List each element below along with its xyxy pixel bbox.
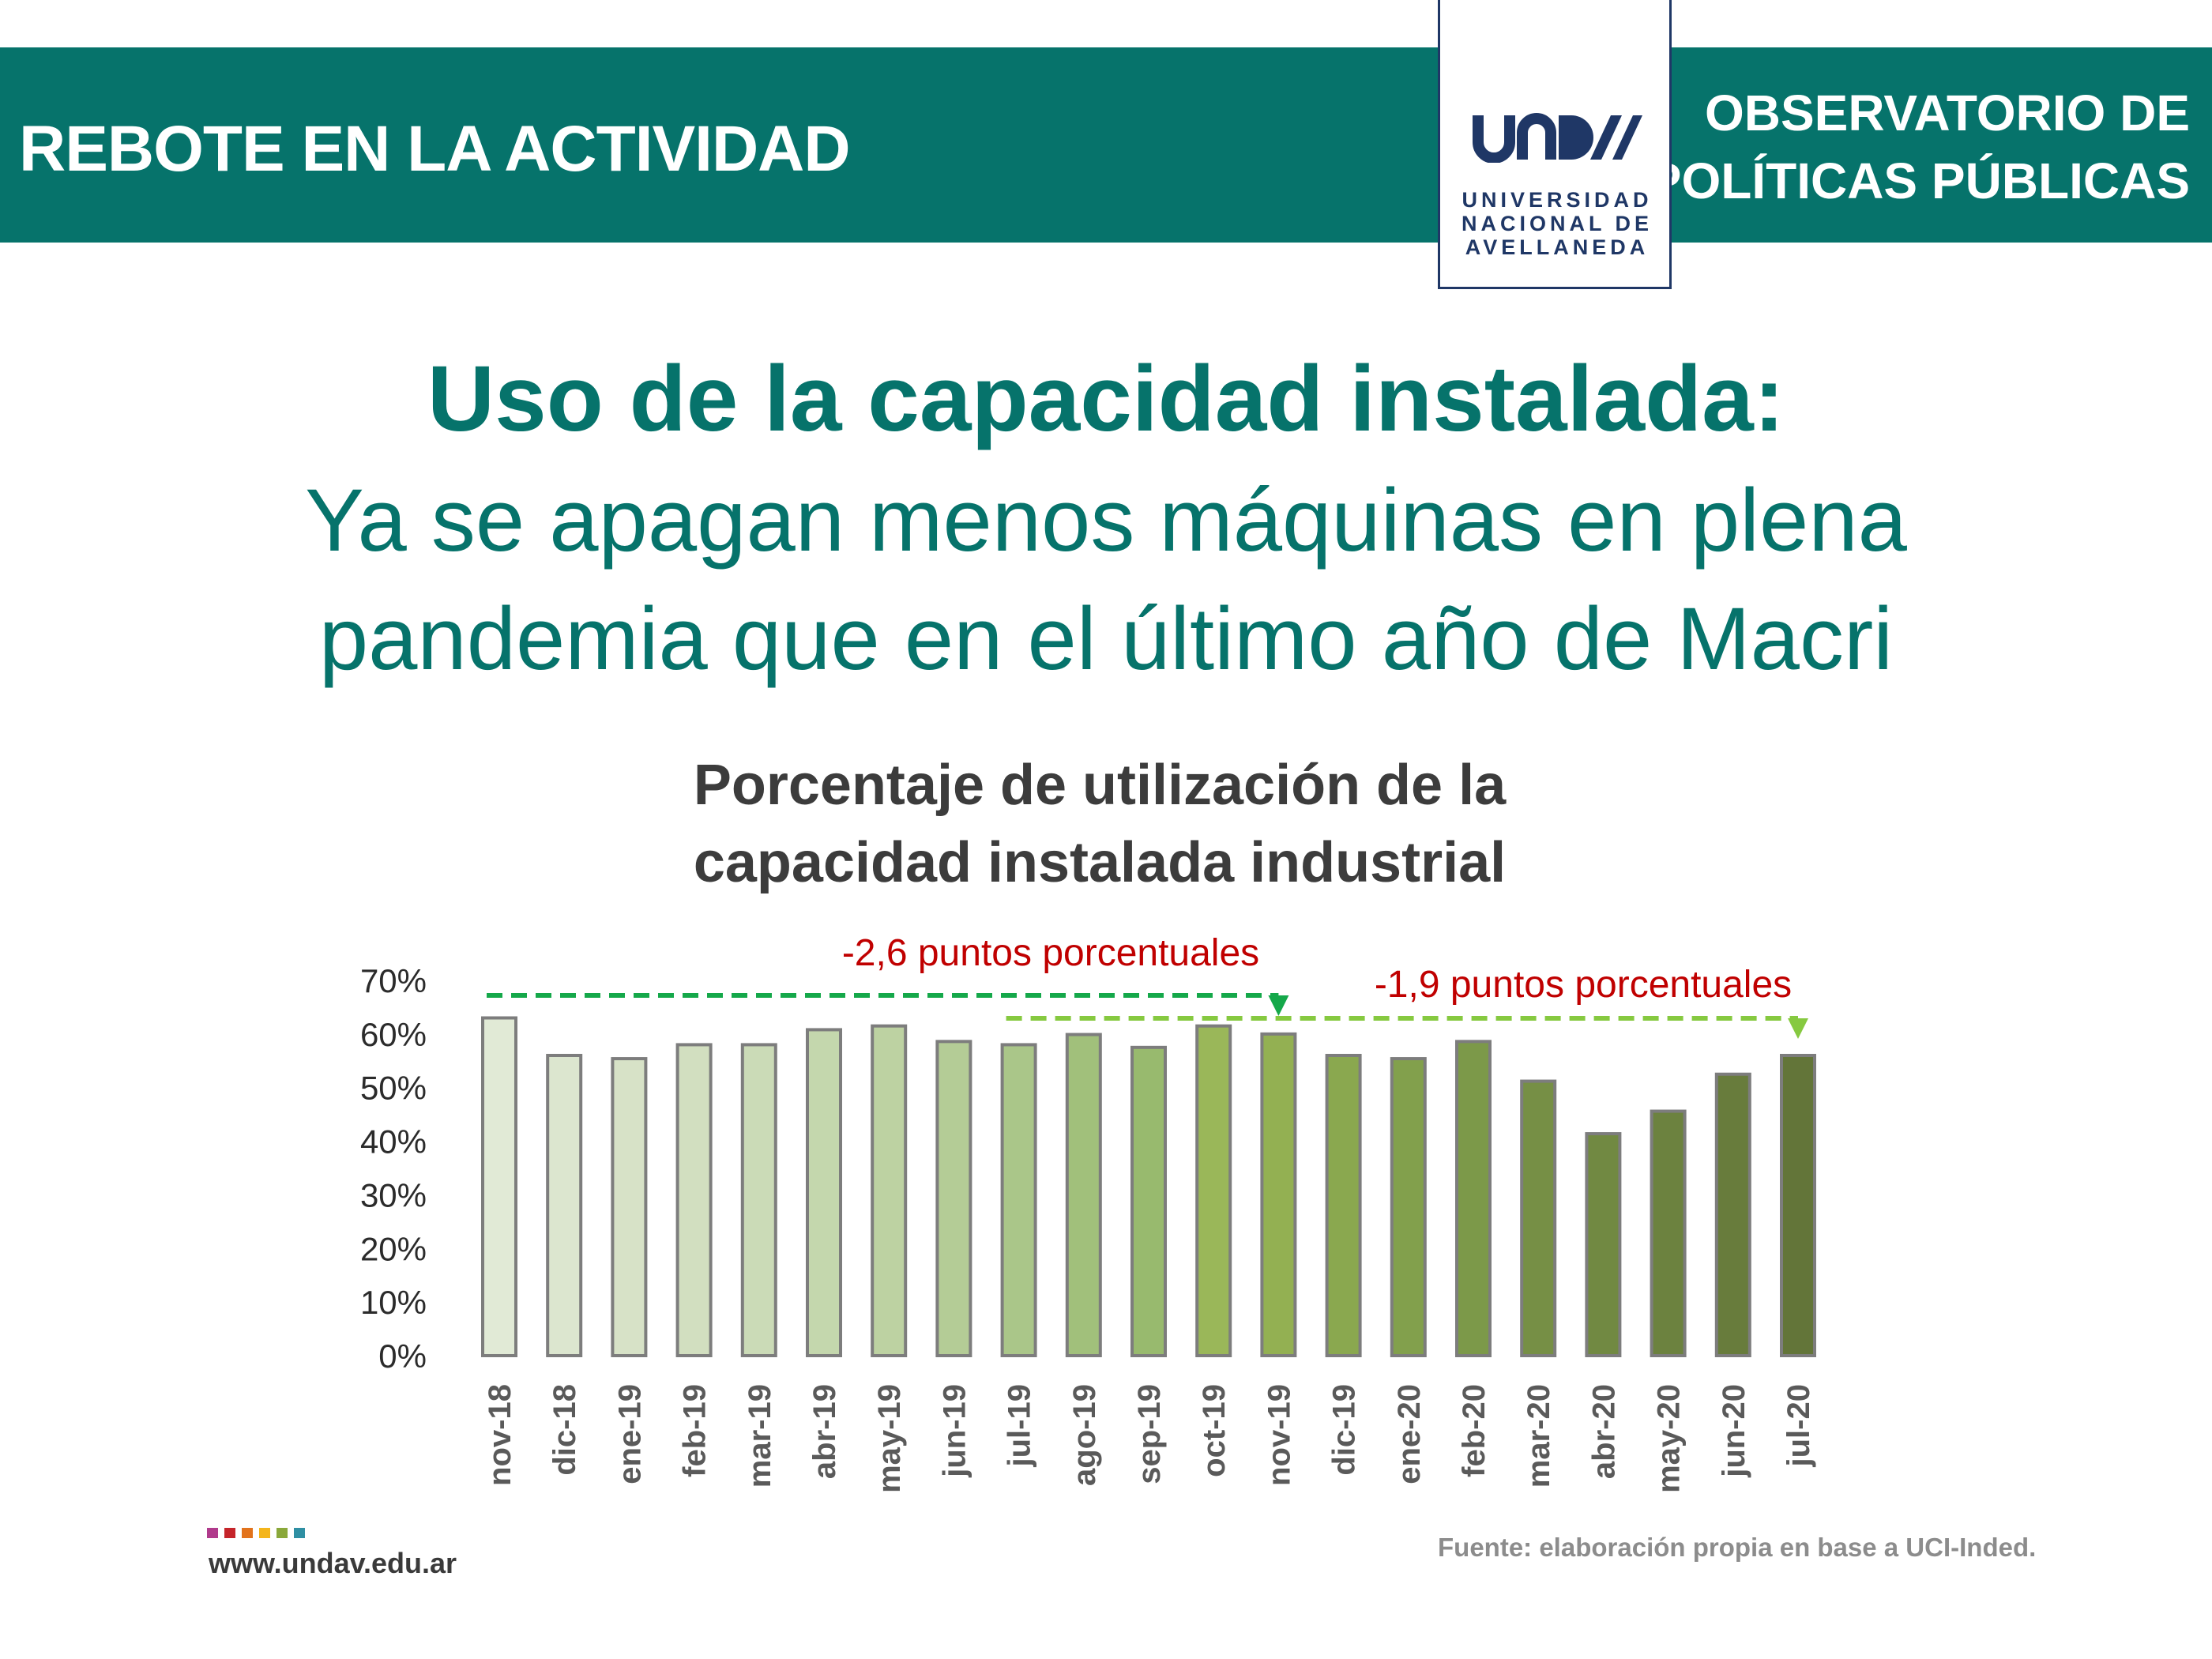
subheadline-line-1: Ya se apagan menos máquinas en plena bbox=[305, 471, 1907, 570]
x-tick-label: feb-19 bbox=[678, 1384, 713, 1477]
bar bbox=[871, 1024, 908, 1358]
bar bbox=[1714, 1072, 1751, 1357]
logo-line-2: NACIONAL DE bbox=[1461, 212, 1653, 235]
bar bbox=[481, 1016, 517, 1357]
brand-dot bbox=[224, 1528, 235, 1538]
y-tick-label: 20% bbox=[360, 1230, 427, 1267]
source-note: Fuente: elaboración propia en base a UCI… bbox=[1438, 1533, 2037, 1562]
x-tick-label: ene-19 bbox=[612, 1384, 647, 1484]
y-tick-label: 50% bbox=[360, 1070, 427, 1107]
chart-title-line-1: Porcentaje de utilización de la bbox=[693, 754, 1507, 817]
brand-dot bbox=[294, 1528, 305, 1538]
x-tick-label: dic-18 bbox=[547, 1384, 582, 1476]
y-tick-label: 40% bbox=[360, 1123, 427, 1161]
chart-title-line-2: capacidad instalada industrial bbox=[693, 831, 1507, 894]
bar bbox=[1195, 1024, 1232, 1358]
x-tick-label: dic-19 bbox=[1327, 1384, 1362, 1476]
annotation-label: -2,6 puntos porcentuales bbox=[842, 932, 1259, 974]
undav-logo-mark bbox=[1473, 113, 1642, 163]
logo-line-3: AVELLANEDA bbox=[1465, 235, 1650, 259]
y-tick-label: 60% bbox=[360, 1016, 427, 1053]
x-tick-label: jul-19 bbox=[1003, 1384, 1037, 1467]
x-tick-label: jul-20 bbox=[1781, 1384, 1816, 1467]
bar bbox=[675, 1043, 713, 1358]
y-tick-label: 0% bbox=[378, 1337, 427, 1375]
header-bar bbox=[0, 47, 2212, 243]
x-tick-label: ene-20 bbox=[1392, 1384, 1427, 1484]
subheadline: Ya se apagan menos máquinas en plena pan… bbox=[0, 461, 2212, 698]
arrow-head-icon bbox=[1268, 995, 1289, 1016]
brand-dot bbox=[259, 1528, 270, 1538]
x-tick-label: abr-19 bbox=[807, 1384, 842, 1479]
bar bbox=[740, 1043, 777, 1358]
bar bbox=[935, 1040, 972, 1358]
y-tick-label: 30% bbox=[360, 1176, 427, 1213]
x-tick-label: mar-20 bbox=[1522, 1384, 1556, 1488]
header-title: REBOTE EN LA ACTIVIDAD bbox=[19, 113, 851, 185]
observatorio-line-2: POLÍTICAS PÚBLICAS bbox=[1647, 152, 2190, 209]
bar bbox=[806, 1028, 842, 1358]
annotation-label: -1,9 puntos porcentuales bbox=[1375, 964, 1792, 1006]
chart-title: Porcentaje de utilización de la capacida… bbox=[0, 747, 2199, 901]
bar bbox=[1455, 1040, 1492, 1358]
bar bbox=[1780, 1054, 1816, 1357]
observatorio-label: OBSERVATORIO DE POLÍTICAS PÚBLICAS bbox=[1637, 79, 2190, 215]
bar bbox=[1065, 1033, 1102, 1358]
x-tick-label: jun-19 bbox=[937, 1384, 972, 1478]
x-tick-label: ago-19 bbox=[1067, 1384, 1102, 1486]
bar bbox=[1585, 1132, 1622, 1357]
y-tick-label: 70% bbox=[360, 962, 427, 999]
bar bbox=[1130, 1045, 1167, 1357]
brand-color-dots bbox=[207, 1528, 305, 1538]
undav-logo: UNIVERSIDAD NACIONAL DE AVELLANEDA bbox=[1438, 0, 1672, 289]
x-tick-label: may-19 bbox=[872, 1384, 907, 1493]
brand-dot bbox=[207, 1528, 218, 1538]
bar bbox=[546, 1054, 583, 1357]
observatorio-line-1: OBSERVATORIO DE bbox=[1704, 85, 2190, 141]
undav-logo-text: UNIVERSIDAD NACIONAL DE AVELLANEDA bbox=[1440, 188, 1674, 259]
subheadline-line-2: pandemia que en el último año de Macri bbox=[318, 589, 1894, 688]
x-tick-label: nov-18 bbox=[483, 1384, 517, 1486]
x-tick-label: sep-19 bbox=[1132, 1384, 1167, 1484]
x-tick-label: oct-19 bbox=[1197, 1384, 1232, 1477]
x-tick-label: may-20 bbox=[1652, 1384, 1687, 1493]
arrow-head-icon bbox=[1788, 1018, 1808, 1039]
bar bbox=[1000, 1043, 1037, 1358]
brand-dot bbox=[242, 1528, 253, 1538]
x-tick-label: nov-19 bbox=[1262, 1384, 1296, 1486]
bar bbox=[611, 1057, 648, 1357]
bar bbox=[1260, 1032, 1297, 1358]
footer-url: www.undav.edu.ar bbox=[209, 1547, 457, 1579]
x-tick-label: abr-20 bbox=[1586, 1384, 1621, 1479]
logo-line-1: UNIVERSIDAD bbox=[1462, 188, 1653, 212]
headline: Uso de la capacidad instalada: bbox=[427, 347, 1785, 451]
bar bbox=[1650, 1109, 1687, 1357]
bar bbox=[1325, 1054, 1362, 1357]
x-tick-label: mar-19 bbox=[743, 1384, 777, 1488]
y-tick-label: 10% bbox=[360, 1284, 427, 1321]
x-tick-label: feb-20 bbox=[1457, 1384, 1492, 1477]
x-tick-label: jun-20 bbox=[1717, 1384, 1751, 1478]
brand-dot bbox=[276, 1528, 288, 1538]
bar bbox=[1390, 1057, 1427, 1357]
bar-chart: 0% 10% 20% 30% 40% 50% 60% 70% nov-18 dic-18 ene-1… bbox=[360, 932, 1816, 1493]
bar bbox=[1520, 1079, 1557, 1357]
